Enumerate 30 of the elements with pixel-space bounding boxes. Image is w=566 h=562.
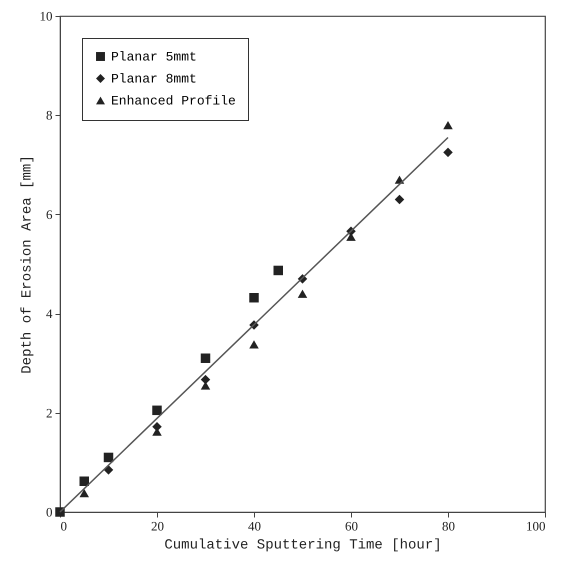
x-axis-title: Cumulative Sputtering Time [hour] <box>164 538 442 554</box>
point <box>200 353 210 363</box>
point <box>443 148 453 158</box>
x-tick-label: 80 <box>442 518 455 534</box>
x-tick-label: 60 <box>345 518 358 534</box>
point <box>249 292 259 302</box>
y-tick-label: 6 <box>46 206 53 222</box>
point <box>80 476 89 486</box>
point <box>200 374 210 384</box>
point <box>80 489 89 498</box>
point <box>298 290 308 298</box>
y-tick-label: 0 <box>46 504 52 520</box>
x-tick-label: 100 <box>526 518 546 534</box>
point <box>152 406 162 416</box>
x-tick-label: 40 <box>248 518 261 534</box>
legend-label: Enhanced Profile <box>111 94 236 108</box>
legend-label: Planar 5mmt <box>111 50 197 64</box>
point <box>443 121 453 130</box>
point <box>249 340 259 348</box>
legend-label: Planar 8mmt <box>111 72 197 86</box>
y-tick-label: 8 <box>46 108 52 123</box>
y-tick-label: 10 <box>40 8 52 24</box>
point <box>104 452 114 462</box>
x-tick-label: 0 <box>60 518 67 534</box>
x-tick-label: 20 <box>151 518 164 534</box>
point <box>394 194 404 204</box>
point <box>274 266 283 276</box>
y-tick-label: 2 <box>46 405 52 420</box>
y-tick-label: 4 <box>46 306 53 322</box>
y-axis-title: Depth of Erosion Area [mm] <box>20 155 36 374</box>
